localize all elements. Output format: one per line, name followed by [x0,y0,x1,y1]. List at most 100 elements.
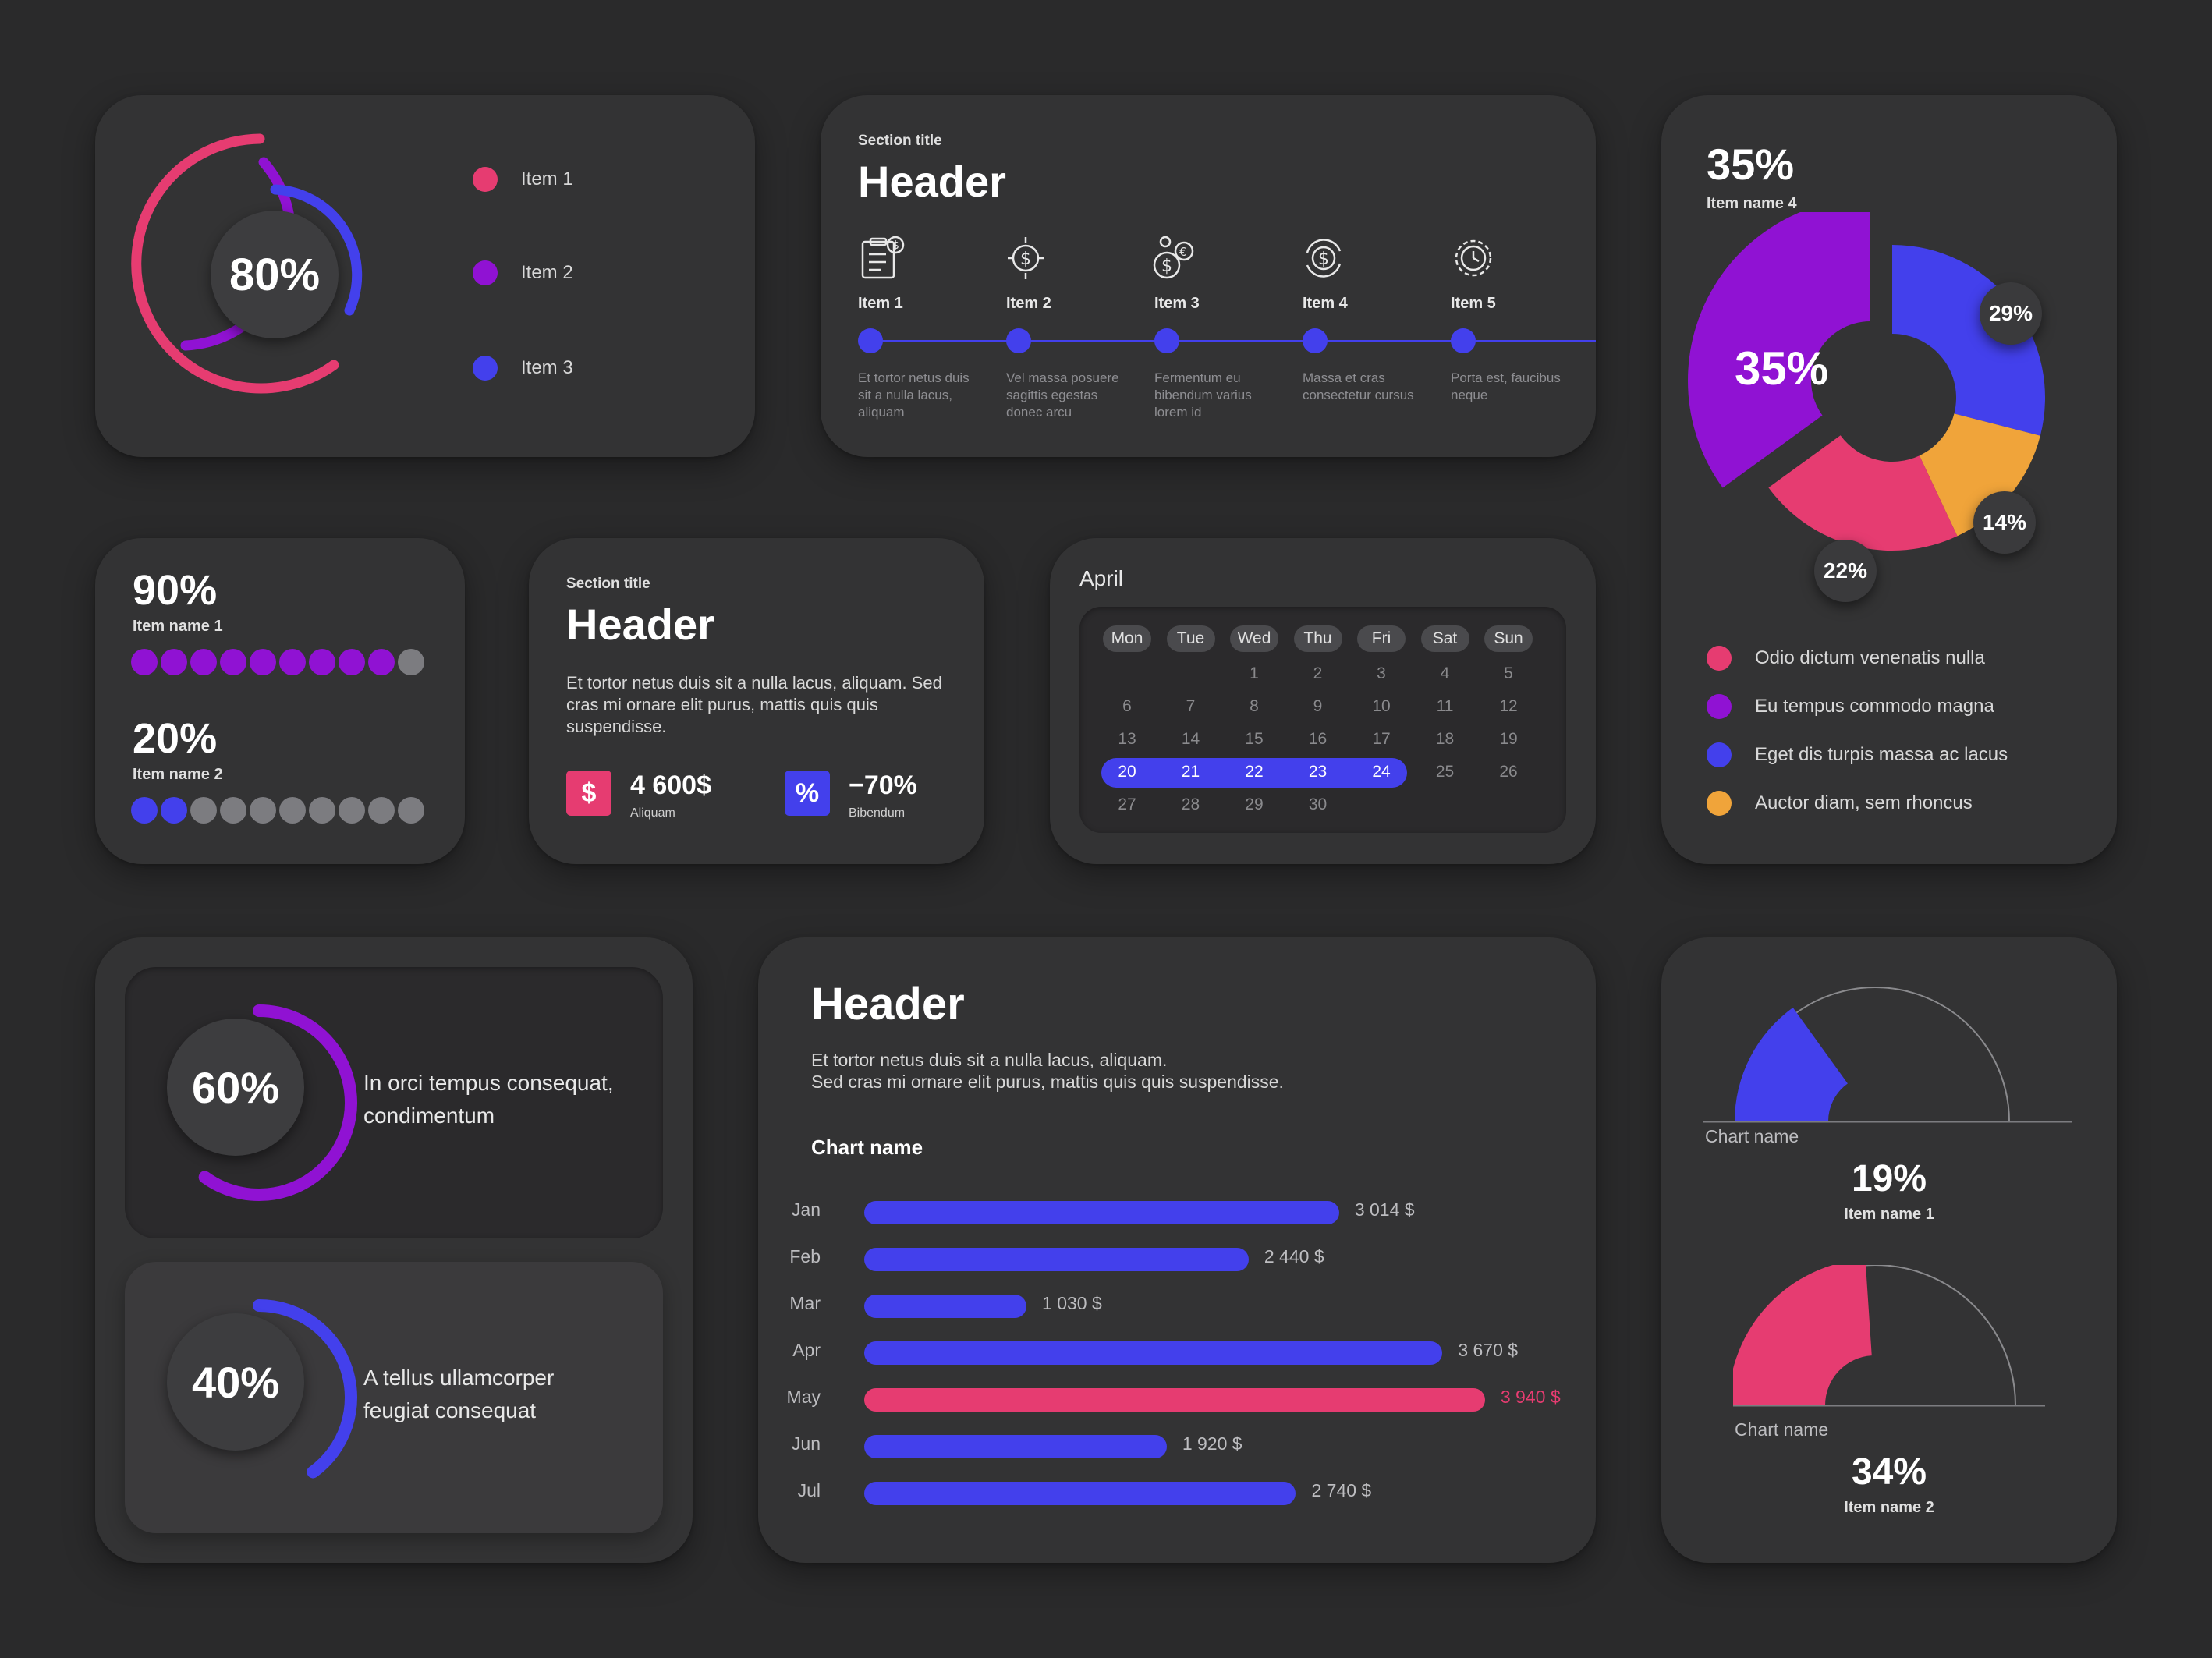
slice-label-35: 35% [1735,342,1829,395]
calendar-day[interactable]: 16 [1308,730,1328,748]
calendar-day[interactable]: 28 [1181,795,1200,813]
calendar-selected-range[interactable] [1101,758,1407,788]
calendar-day[interactable]: 8 [1250,697,1259,715]
calendar-weekday: Mon [1103,625,1151,652]
progress-dots-row-1 [131,649,427,677]
calendar-day[interactable]: 25 [1435,763,1455,781]
timeline-dot-4[interactable] [1303,328,1328,353]
donut-legend-dot-4 [1707,791,1732,816]
bar-value-label: 3 940 $ [1500,1387,1561,1407]
bar[interactable] [864,1248,1249,1271]
percent-icon: % [785,771,830,816]
stat-label-1: Aliquam [630,806,675,820]
calendar-day[interactable]: 17 [1372,730,1391,748]
radial-progress-card: 60% In orci tempus consequat, condimentu… [95,937,693,1563]
stat-label-2: Bibendum [849,806,906,820]
calendar-day[interactable]: 15 [1245,730,1264,748]
bar-value-label: 2 440 $ [1264,1246,1324,1267]
timeline-dot-3[interactable] [1154,328,1179,353]
calendar-day[interactable]: 29 [1245,795,1264,813]
timeline-item-4-label: Item 4 [1303,295,1348,312]
ring-center-value: 80% [211,211,339,338]
timeline-dot-2[interactable] [1006,328,1031,353]
calendar-card: April Mon Tue Wed Thu Fri Sat Sun 1 2 3 4 5 6 7 8 9 10 11… [1050,538,1596,864]
radial-progress-arc [253,1299,357,1479]
calendar-weekday: Sun [1484,625,1533,652]
bar-chart-card: Header Et tortor netus duis sit a nulla … [758,937,1596,1563]
calendar-day[interactable]: 23 [1308,763,1328,781]
radial-value-1: 60% [167,1019,304,1156]
calendar-day[interactable]: 12 [1499,697,1518,715]
svg-text:$: $ [1318,250,1329,269]
dollar-refresh-icon: $ [1306,239,1342,278]
calendar-day[interactable]: 18 [1435,730,1455,748]
bar[interactable] [864,1388,1485,1412]
progress-value-2: 20% [133,715,218,762]
calendar-day[interactable]: 1 [1250,664,1259,682]
calendar-day[interactable]: 19 [1499,730,1518,748]
progress-label-1: Item name 1 [133,618,223,635]
page-header: Header [858,157,1006,206]
calendar-day[interactable]: 11 [1436,697,1454,715]
calendar-day[interactable]: 5 [1504,664,1513,682]
calendar-day[interactable]: 9 [1313,697,1323,715]
calendar-day[interactable]: 13 [1118,730,1136,748]
radial-progress-40 [253,1299,357,1479]
stat-value-1: 4 600$ [630,771,711,800]
calendar-day[interactable]: 24 [1372,763,1391,781]
gauge-label-1: Item name 1 [1844,1206,1934,1223]
section-title: Section title [858,133,942,149]
timeline-item-5-label: Item 5 [1451,295,1496,312]
bar[interactable] [864,1435,1167,1458]
calendar-day[interactable]: 22 [1245,763,1264,781]
body-text-line-2: Sed cras mi ornare elit purus, mattis qu… [811,1072,1284,1092]
calendar-day[interactable]: 3 [1377,664,1386,682]
bar-category-label: Apr [792,1340,821,1360]
gauge-fill [1735,1008,1848,1121]
svg-text:$: $ [892,239,899,252]
ring-chart-card: 80% Item 1 Item 2 Item 3 [95,95,755,457]
bar[interactable] [864,1295,1027,1318]
progress-dots-card: 90% Item name 1 20% Item name 2 [95,538,465,864]
bar-category-label: Jun [791,1433,821,1454]
calendar-day[interactable]: 7 [1186,697,1196,715]
timeline-dot-5[interactable] [1451,328,1476,353]
donut-legend-label-4: Auctor diam, sem rhoncus [1755,792,1973,813]
timeline-dot-1[interactable] [858,328,883,353]
calendar-day[interactable]: 20 [1118,763,1136,781]
calendar-day[interactable]: 2 [1313,664,1323,682]
donut-legend-label-1: Odio dictum venenatis nulla [1755,647,1985,668]
clipboard-dollar-icon: $ [861,236,905,279]
legend-label-item-2: Item 2 [521,262,573,283]
text-stats-card: Section title Header Et tortor netus dui… [529,538,984,864]
bar[interactable] [864,1482,1296,1505]
timeline-card: Section title Header $ $ $ € $ Item 1 It… [821,95,1596,457]
donut-slice [1688,212,1870,488]
calendar-day[interactable]: 10 [1372,697,1391,715]
timeline-item-3-label: Item 3 [1154,295,1200,312]
calendar-day[interactable]: 4 [1440,664,1450,682]
progress-dot [220,797,246,824]
donut-legend-label-3: Eget dis turpis massa ac lacus [1755,744,2008,765]
bar-category-label: Jul [797,1480,821,1500]
bar[interactable] [864,1341,1443,1365]
ring-item-1-arc [131,133,339,394]
calendar-day[interactable]: 26 [1499,763,1518,781]
progress-dot [250,797,276,824]
calendar-day[interactable]: 21 [1181,763,1200,781]
bar[interactable] [864,1201,1339,1224]
radial-progress-arc [198,1004,357,1201]
calendar-day[interactable]: 14 [1181,730,1200,748]
gauge-chart-2 [1733,1265,2045,1407]
calendar-day[interactable]: 6 [1122,697,1132,715]
timeline-item-3-desc: Fermentum eu bibendum varius lorem id [1154,370,1252,420]
donut-legend-dot-3 [1707,742,1732,767]
calendar-day[interactable]: 27 [1118,795,1136,813]
calendar-day[interactable]: 30 [1308,795,1328,813]
svg-text:$: $ [1161,257,1172,276]
timeline-item-4-desc: Massa et cras consectetur cursus [1303,370,1414,402]
progress-dot [398,649,424,675]
svg-text:$: $ [1020,250,1031,269]
progress-dot [161,797,187,824]
gauge-fill [1733,1265,1872,1405]
